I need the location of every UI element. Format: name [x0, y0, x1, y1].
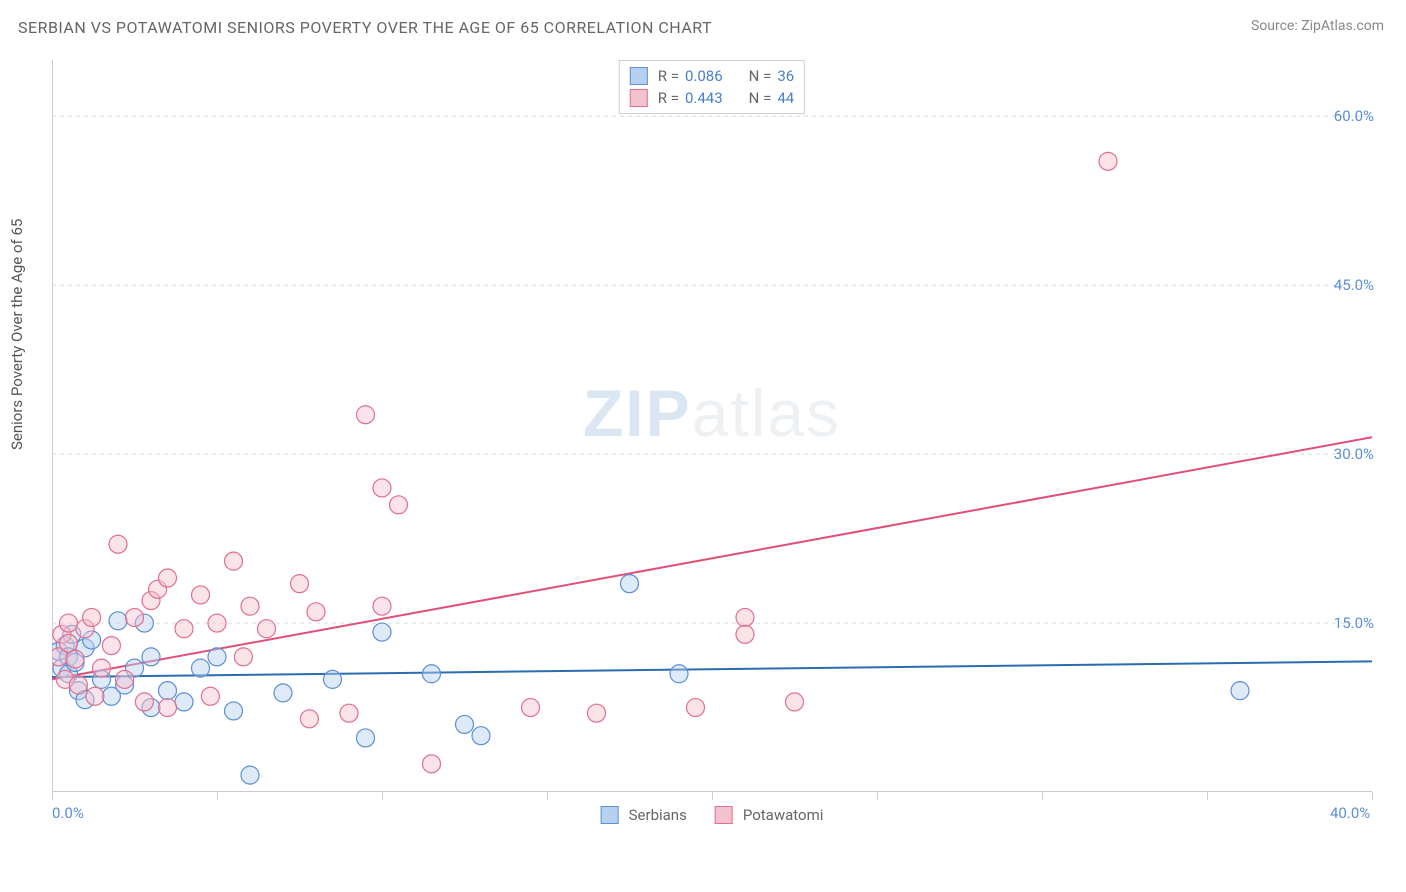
x-tick	[547, 792, 548, 800]
data-point	[60, 614, 78, 632]
legend-stats-row: R = 0.443 N = 44	[630, 87, 794, 109]
data-point	[670, 665, 688, 683]
x-tick	[52, 792, 53, 800]
legend-r-value: 0.086	[685, 65, 723, 87]
source-label: Source:	[1251, 18, 1301, 34]
data-point	[126, 608, 144, 626]
data-point	[86, 687, 104, 705]
x-tick	[877, 792, 878, 800]
source-name: ZipAtlas.com	[1301, 18, 1384, 34]
data-point	[340, 704, 358, 722]
data-point	[135, 693, 153, 711]
data-point	[69, 676, 87, 694]
data-point	[225, 702, 243, 720]
data-point	[687, 699, 705, 717]
data-point	[258, 620, 276, 638]
data-point	[225, 552, 243, 570]
x-tick	[217, 792, 218, 800]
data-point	[736, 625, 754, 643]
legend-r-label: R =	[658, 65, 679, 87]
data-point	[300, 710, 318, 728]
legend-n-value: 44	[777, 87, 794, 109]
data-point	[159, 699, 177, 717]
x-tick	[1042, 792, 1043, 800]
y-tick-label: 15.0%	[1334, 614, 1374, 632]
x-tick	[382, 792, 383, 800]
data-point	[142, 648, 160, 666]
data-point	[472, 727, 490, 745]
legend-swatch	[630, 67, 648, 85]
data-point	[1231, 682, 1249, 700]
legend-r-label: R =	[658, 87, 679, 109]
data-point	[241, 597, 259, 615]
data-point	[423, 755, 441, 773]
data-point	[192, 586, 210, 604]
data-point	[456, 715, 474, 733]
legend-stats: R = 0.086 N = 36 R = 0.443 N = 44	[619, 60, 805, 114]
source-attribution: Source: ZipAtlas.com	[1251, 18, 1384, 34]
y-tick-label: 60.0%	[1334, 107, 1374, 125]
data-point	[159, 569, 177, 587]
x-tick	[712, 792, 713, 800]
x-tick	[1372, 792, 1373, 800]
data-point	[175, 620, 193, 638]
data-point	[241, 766, 259, 784]
legend-n-label: N =	[749, 65, 772, 87]
data-point	[201, 687, 219, 705]
data-point	[390, 496, 408, 514]
legend-series-name: Serbians	[629, 806, 687, 824]
legend-swatch	[601, 806, 619, 824]
data-point	[66, 650, 84, 668]
data-point	[109, 612, 127, 630]
data-point	[357, 406, 375, 424]
data-point	[234, 648, 252, 666]
data-point	[208, 614, 226, 632]
x-tick	[1207, 792, 1208, 800]
data-point	[93, 659, 111, 677]
data-point	[208, 648, 226, 666]
legend-stats-row: R = 0.086 N = 36	[630, 65, 794, 87]
y-axis-label: Seniors Poverty Over the Age of 65	[8, 219, 26, 450]
legend-n-value: 36	[777, 65, 794, 87]
legend-series-item: Serbians	[601, 806, 687, 824]
data-point	[274, 684, 292, 702]
chart-title: SERBIAN VS POTAWATOMI SENIORS POVERTY OV…	[18, 18, 712, 37]
data-point	[192, 659, 210, 677]
data-point	[175, 693, 193, 711]
data-point	[291, 575, 309, 593]
x-tick-label: 0.0%	[52, 804, 84, 822]
data-point	[102, 637, 120, 655]
data-point	[83, 608, 101, 626]
legend-swatch	[630, 89, 648, 107]
data-point	[116, 670, 134, 688]
legend-r-value: 0.443	[685, 87, 723, 109]
data-point	[373, 479, 391, 497]
data-point	[324, 670, 342, 688]
legend-series: Serbians Potawatomi	[601, 806, 824, 824]
data-point	[159, 682, 177, 700]
data-point	[588, 704, 606, 722]
scatter-svg	[52, 60, 1372, 792]
data-point	[357, 729, 375, 747]
data-point	[373, 623, 391, 641]
legend-n-label: N =	[749, 87, 772, 109]
plot-area: ZIPatlas 15.0%30.0%45.0%60.0% 0.0%40.0% …	[52, 60, 1372, 828]
data-point	[621, 575, 639, 593]
data-point	[373, 597, 391, 615]
y-tick-label: 30.0%	[1334, 445, 1374, 463]
data-point	[423, 665, 441, 683]
data-point	[109, 535, 127, 553]
legend-swatch	[715, 806, 733, 824]
data-point	[1099, 152, 1117, 170]
data-point	[736, 608, 754, 626]
legend-series-name: Potawatomi	[743, 806, 824, 824]
legend-series-item: Potawatomi	[715, 806, 824, 824]
trend-line	[52, 437, 1372, 679]
data-point	[786, 693, 804, 711]
data-point	[307, 603, 325, 621]
data-point	[522, 699, 540, 717]
y-tick-label: 45.0%	[1334, 276, 1374, 294]
x-tick-label: 40.0%	[1330, 804, 1370, 822]
